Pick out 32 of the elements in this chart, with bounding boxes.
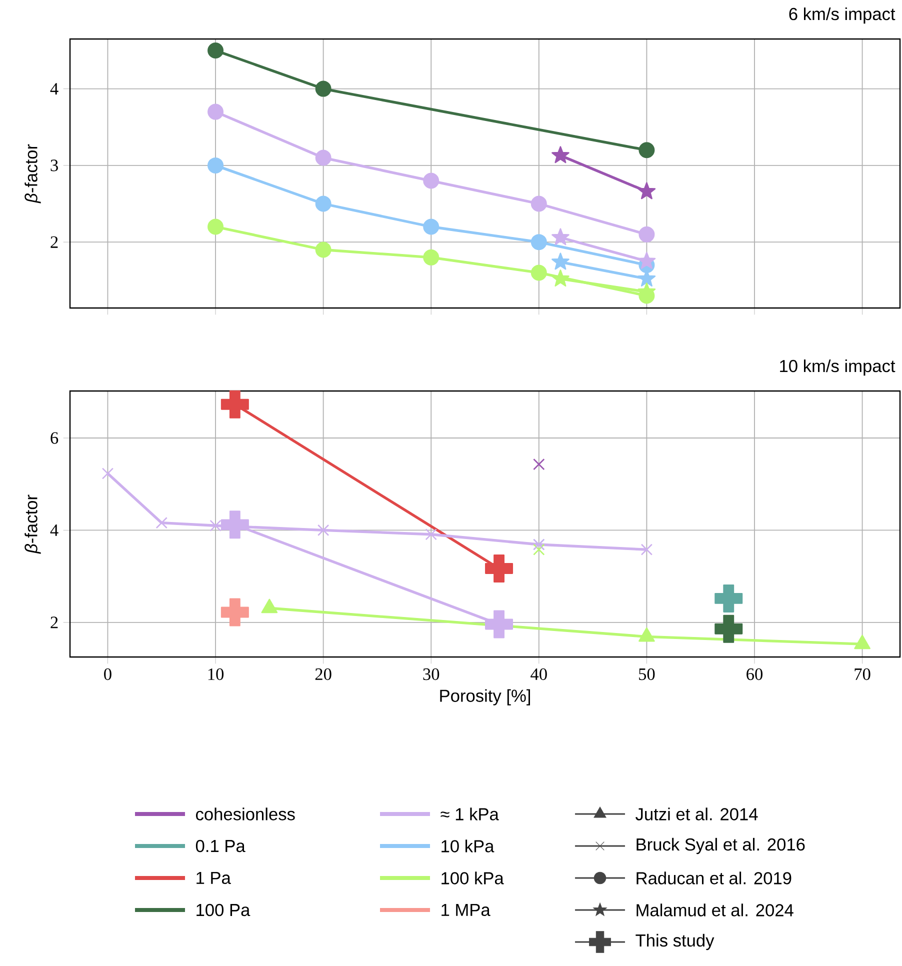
x-tick-label: 70 [854, 668, 870, 680]
legend-label: Bruck Syal et al. 2016 [636, 838, 805, 854]
y-tick-label: 6 [50, 432, 58, 444]
x-tick-label: 60 [746, 668, 762, 680]
legend-label: Raducan et al. 2019 [636, 872, 792, 884]
legend-label: ≈ 1 kPa [440, 808, 499, 820]
legend-label: 1 Pa [196, 872, 231, 884]
x-tick-label: 40 [530, 668, 547, 680]
legend-label: 100 Pa [196, 904, 250, 916]
legend-label: Jutzi et al. 2014 [636, 808, 758, 820]
x-tick-label: 50 [639, 668, 655, 680]
y-tick-label: 4 [50, 83, 58, 95]
y-tick-label: 2 [50, 616, 58, 628]
legend-label: This study [636, 934, 714, 950]
x-tick-label: 0 [104, 668, 112, 680]
y-tick-label: 3 [50, 160, 58, 172]
y-axis-title: β-factor [24, 144, 41, 204]
legend-label: cohesionless [196, 808, 295, 820]
legend-label: Malamud et al. 2024 [636, 904, 794, 916]
legend-label: 0.1 Pa [196, 840, 246, 852]
y-tick-label: 4 [50, 524, 58, 536]
legend-label: 100 kPa [442, 872, 504, 884]
chart-title: 10 km/s impact [780, 359, 896, 376]
chart-title: 6 km/s impact [789, 7, 896, 24]
x-tick-label: 20 [315, 668, 332, 680]
x-tick-label: 10 [208, 668, 224, 680]
x-tick-label: 30 [423, 668, 440, 680]
y-tick-label: 2 [50, 236, 58, 248]
legend-label: 10 kPa [442, 840, 494, 852]
y-axis-title: β-factor [24, 494, 41, 554]
legend-label: 1 MPa [442, 904, 490, 916]
x-axis-title: Porosity [%] [440, 689, 530, 706]
